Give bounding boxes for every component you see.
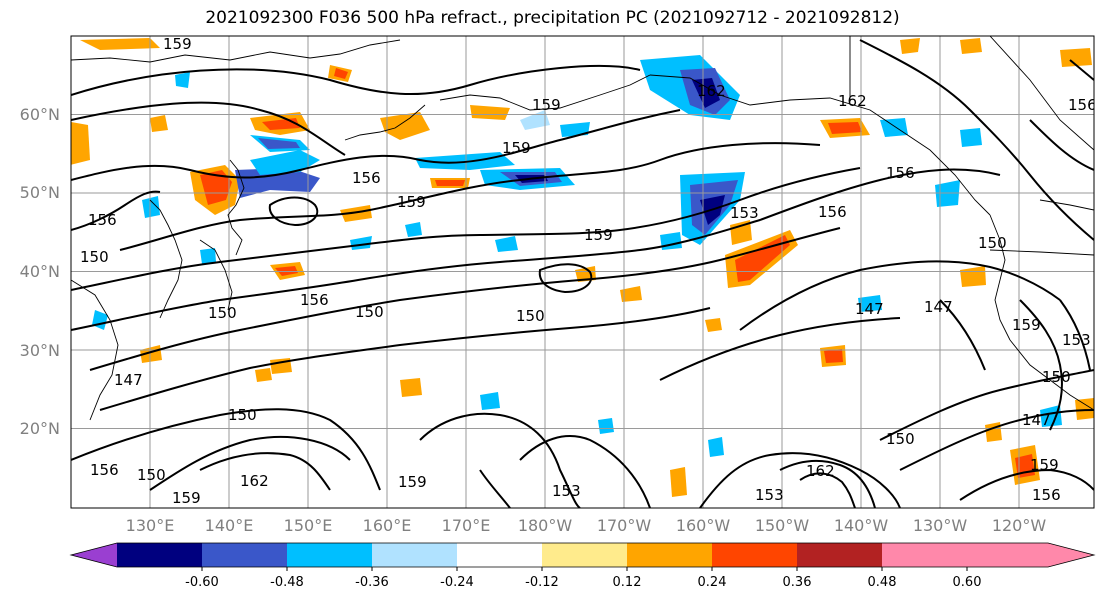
contour-label: 147 <box>1022 411 1051 429</box>
lon-label: 170°W <box>597 516 652 535</box>
lon-label: 170°E <box>442 516 491 535</box>
latitude-labels: 60°N 50°N 40°N 30°N 20°N <box>20 105 60 438</box>
colorbar-bin <box>202 543 288 567</box>
contour-label: 156 <box>352 169 381 187</box>
contour-label: 159 <box>163 35 192 53</box>
contour-label: 156 <box>818 203 847 221</box>
lon-label: 140°E <box>205 516 254 535</box>
contour-label: 159 <box>532 96 561 114</box>
chart-title: 2021092300 F036 500 hPa refract., precip… <box>205 8 900 28</box>
lon-label: 130°W <box>913 516 968 535</box>
contour-label: 150 <box>208 304 237 322</box>
contour-label: 159 <box>172 489 201 507</box>
colorbar-tick-label: 0.24 <box>698 575 727 590</box>
lat-label: 40°N <box>20 262 60 281</box>
colorbar-bin <box>117 543 203 567</box>
colorbar-tick-label: -0.12 <box>525 575 559 590</box>
contour-label: 162 <box>838 92 867 110</box>
contour-label: 147 <box>924 298 953 316</box>
lon-label: 150°E <box>284 516 333 535</box>
colorbar-tick-label: -0.48 <box>270 575 304 590</box>
contour-label: 159 <box>584 226 613 244</box>
contour-label: 150 <box>355 303 384 321</box>
colorbar: -0.60 -0.48 -0.36 -0.24 -0.12 0.12 0.24 … <box>69 542 1096 590</box>
contour-label: 156 <box>886 164 915 182</box>
colorbar-tick-label: 0.60 <box>953 575 982 590</box>
contour-label: 150 <box>80 248 109 266</box>
colorbar-tick-label: -0.36 <box>355 575 389 590</box>
colorbar-ticks <box>201 567 968 571</box>
contour-label: 147 <box>855 300 884 318</box>
lon-label: 160°W <box>676 516 731 535</box>
colorbar-extend-low <box>71 543 117 567</box>
contour-label: 159 <box>397 193 426 211</box>
contour-label: 150 <box>516 307 545 325</box>
contour-label: 153 <box>730 204 759 222</box>
colorbar-bin <box>372 543 458 567</box>
contour-label: 150 <box>978 234 1007 252</box>
lon-label: 160°E <box>363 516 412 535</box>
colorbar-bin <box>542 543 628 567</box>
contour-label: 159 <box>1012 316 1041 334</box>
contour-label: 159 <box>502 139 531 157</box>
contour-label: 162 <box>240 472 269 490</box>
contour-label: 156 <box>88 211 117 229</box>
contour-label: 153 <box>1062 331 1091 349</box>
colorbar-bin <box>457 543 543 567</box>
contour-label: 162 <box>806 462 835 480</box>
coastlines <box>71 36 1094 421</box>
refractivity-contours <box>71 39 1094 508</box>
contour-labels: 159 162 159 159 156 159 159 153 156 156 … <box>80 35 1097 507</box>
contour-label: 162 <box>697 82 726 100</box>
contour-label: 153 <box>552 482 581 500</box>
pc-shading <box>71 38 1094 497</box>
colorbar-tick-label: 0.36 <box>783 575 812 590</box>
contour-label: 159 <box>398 473 427 491</box>
contour-label: 150 <box>886 430 915 448</box>
longitude-labels: 130°E 140°E 150°E 160°E 170°E 180°W 170°… <box>126 516 1047 535</box>
colorbar-tick-label: -0.24 <box>440 575 474 590</box>
colorbar-tick-label: 0.12 <box>613 575 642 590</box>
contour-label: 147 <box>114 371 143 389</box>
lon-label: 150°W <box>755 516 810 535</box>
colorbar-tick-label: 0.48 <box>868 575 897 590</box>
contour-label: 156 <box>1032 486 1061 504</box>
colorbar-bin <box>287 543 373 567</box>
contour-label: 159 <box>1030 456 1059 474</box>
colorbar-bin <box>797 543 883 567</box>
lat-label: 60°N <box>20 105 60 124</box>
contour-label: 150 <box>228 406 257 424</box>
contour-label: 156 <box>1068 96 1097 114</box>
lat-label: 50°N <box>20 183 60 202</box>
contour-label: 156 <box>90 461 119 479</box>
colorbar-bin <box>712 543 798 567</box>
lon-label: 140°W <box>834 516 889 535</box>
contour-label: 156 <box>300 291 329 309</box>
colorbar-tick-label: -0.60 <box>185 575 219 590</box>
lon-label: 130°E <box>126 516 175 535</box>
map-content: 159 162 159 159 156 159 159 153 156 156 … <box>71 35 1097 508</box>
colorbar-outline <box>69 542 1096 568</box>
contour-label: 150 <box>137 466 166 484</box>
lon-label: 120°W <box>992 516 1047 535</box>
lat-label: 30°N <box>20 341 60 360</box>
contour-label: 150 <box>1042 368 1071 386</box>
contour-label: 153 <box>755 486 784 504</box>
colorbar-extend-high <box>882 543 1094 567</box>
map-frame <box>70 35 1095 509</box>
lon-label: 180°W <box>518 516 573 535</box>
lat-label: 20°N <box>20 419 60 438</box>
colorbar-bin <box>627 543 713 567</box>
